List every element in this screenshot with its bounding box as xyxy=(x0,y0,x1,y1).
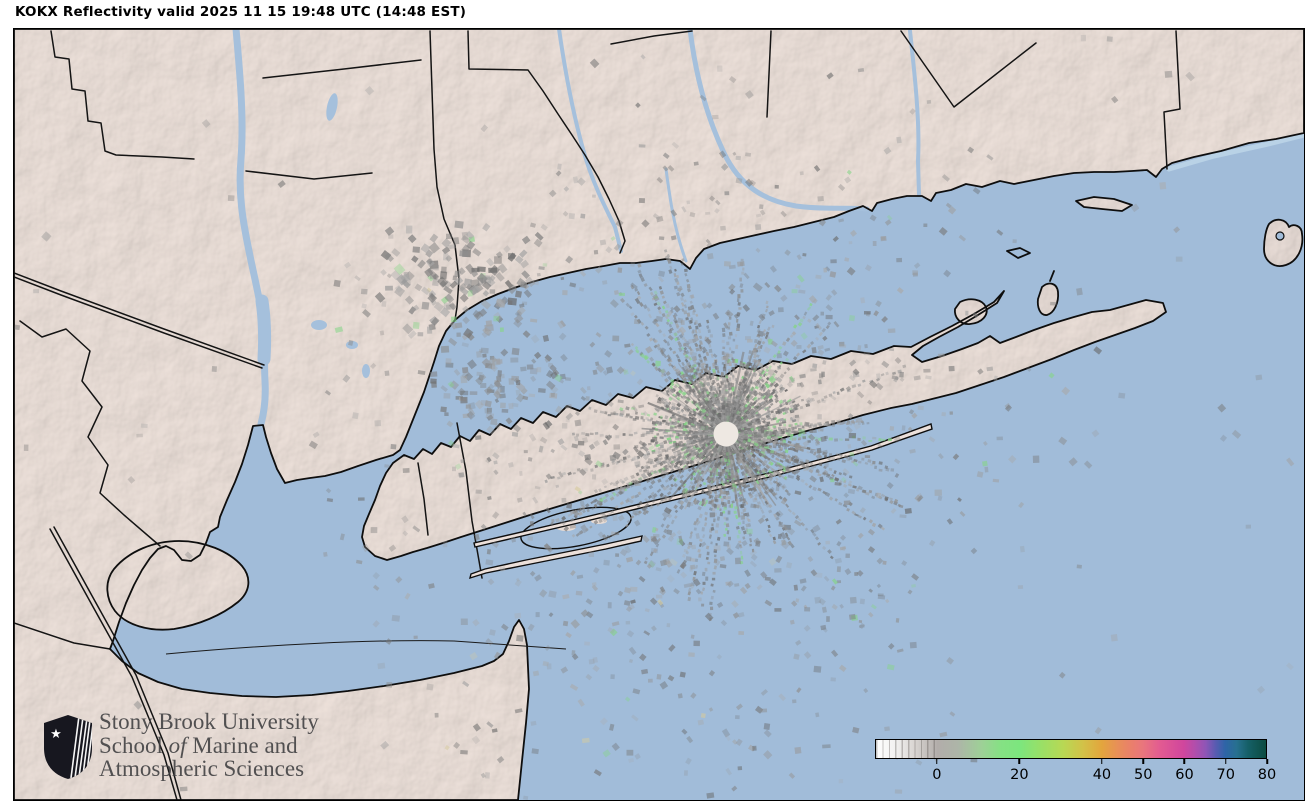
colorbar-tick xyxy=(1142,759,1144,764)
colorbar-tick xyxy=(1018,759,1021,764)
branding-line3: Atmospheric Sciences xyxy=(99,756,305,781)
colorbar-tick xyxy=(1183,759,1186,764)
colorbar-gradient xyxy=(875,739,1267,759)
colorbar-tick-label: 60 xyxy=(1175,767,1194,783)
branding-line1: Stony Brook University xyxy=(99,709,319,734)
colorbar-tick-label: 0 xyxy=(932,767,942,783)
colorbar-tick-label: 40 xyxy=(1092,767,1112,783)
svg-text:★: ★ xyxy=(50,727,62,742)
coastal-marsh xyxy=(1166,132,1304,172)
colorbar-tick xyxy=(1101,759,1103,764)
map-canvas xyxy=(14,29,1304,800)
stony-brook-shield-icon: ★ xyxy=(44,715,92,779)
branding-text: Stony Brook University School of Marine … xyxy=(99,710,319,781)
colorbar-striations xyxy=(876,740,941,758)
reflectivity-colorbar: 0 20 40 50 60 70 80 xyxy=(875,739,1276,791)
colorbar-tick xyxy=(1224,759,1227,764)
colorbar-tick-label: 70 xyxy=(1216,767,1235,783)
colorbar-tick-label: 50 xyxy=(1133,767,1153,783)
map-title: KOKX Reflectivity valid 2025 11 15 19:48… xyxy=(15,4,467,20)
boundary-lines xyxy=(14,30,1181,800)
radar-site-marker xyxy=(713,421,739,447)
branding: ★ Stony Brook University School of Marin… xyxy=(43,710,319,781)
coastlines xyxy=(14,29,1304,800)
colorbar-tick-label: 20 xyxy=(1010,767,1029,783)
radar-clutter-speckles xyxy=(14,34,1295,800)
colorbar-tick xyxy=(936,759,938,764)
radar-map: ★ Stony Brook University School of Marin… xyxy=(13,28,1305,801)
colorbar-tick xyxy=(1266,759,1268,764)
colorbar-tick-label: 80 xyxy=(1257,767,1277,783)
branding-line2: School of Marine and xyxy=(99,732,298,758)
